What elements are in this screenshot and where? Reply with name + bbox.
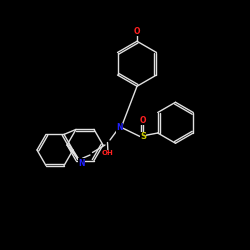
Text: S: S xyxy=(140,132,146,141)
Text: N: N xyxy=(78,159,84,168)
Text: O: O xyxy=(134,27,140,36)
Text: N: N xyxy=(116,124,123,132)
Text: O: O xyxy=(140,116,146,125)
Text: OH: OH xyxy=(102,150,114,156)
